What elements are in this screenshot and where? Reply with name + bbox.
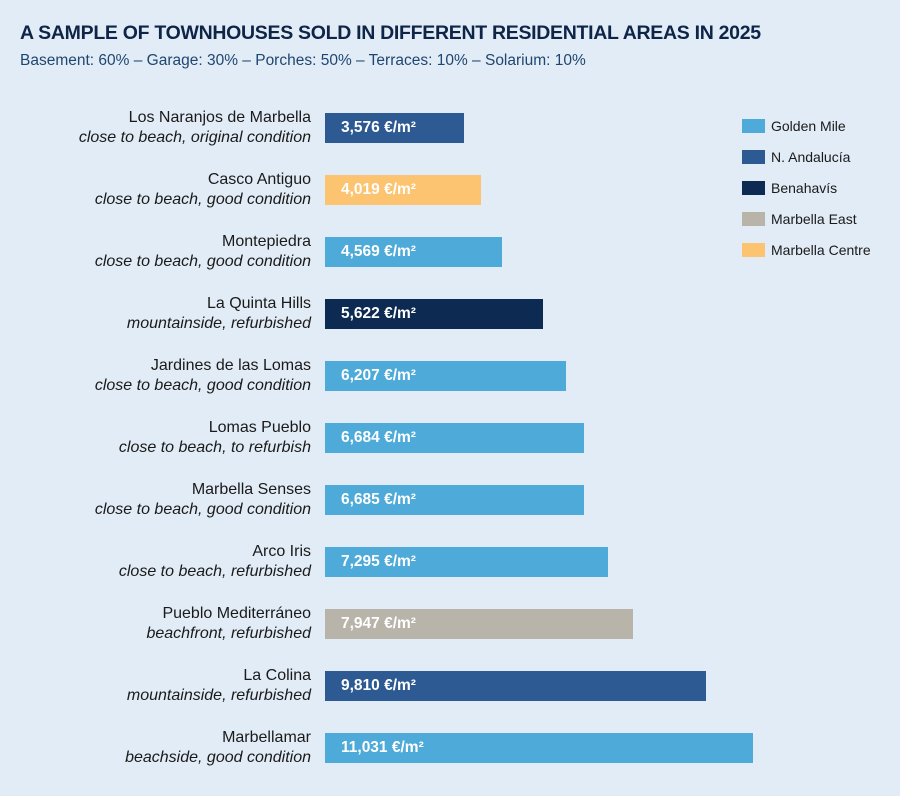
bar-category-label: La Quinta Hills mountainside, refurbishe… (127, 294, 311, 334)
legend-swatch (742, 118, 765, 133)
bar-category-label: Montepiedra close to beach, good conditi… (95, 232, 311, 272)
area-name: Arco Iris (252, 543, 311, 560)
area-name: Jardines de las Lomas (150, 357, 311, 374)
legend: Golden Mile N. Andalucía Benahavís Marbella… (742, 110, 871, 265)
legend-label: Marbella Centre (771, 241, 871, 258)
area-description: mountainside, refurbished (126, 687, 311, 704)
bar: 11,031 €/m² (325, 733, 753, 763)
area-description: mountainside, refurbished (126, 315, 311, 332)
area-name: Marbella Senses (191, 481, 311, 498)
bar-value-label: 7,295 €/m² (341, 553, 416, 570)
area-description: close to beach, good condition (94, 253, 311, 270)
bar-category-label: Casco Antiguo close to beach, good condi… (95, 170, 311, 210)
area-description: close to beach, original condition (78, 129, 311, 146)
bar-row: Pueblo Mediterráneo beachfront, refurbis… (0, 604, 900, 644)
bar: 9,810 €/m² (325, 671, 706, 701)
bar: 7,295 €/m² (325, 547, 608, 577)
bar: 6,685 €/m² (325, 485, 584, 515)
bar-value-label: 9,810 €/m² (341, 677, 416, 694)
area-description: beachside, good condition (125, 749, 311, 766)
area-description: close to beach, to refurbish (118, 439, 311, 456)
bar-row: Marbellamar beachside, good condition 11… (0, 728, 900, 768)
bar-row: Arco Iris close to beach, refurbished 7,… (0, 542, 900, 582)
bar-row: La Colina mountainside, refurbished 9,81… (0, 666, 900, 706)
bar-category-label: La Colina mountainside, refurbished (127, 666, 311, 706)
area-name: Marbellamar (222, 729, 311, 746)
bar-value-label: 4,569 €/m² (341, 243, 416, 260)
bar-value-label: 6,684 €/m² (341, 429, 416, 446)
bar-row: Lomas Pueblo close to beach, to refurbis… (0, 418, 900, 458)
bar-row: La Quinta Hills mountainside, refurbishe… (0, 294, 900, 334)
area-description: close to beach, good condition (94, 501, 311, 518)
bar-value-label: 4,019 €/m² (341, 181, 416, 198)
area-name: La Quinta Hills (206, 295, 311, 312)
bar-category-label: Lomas Pueblo close to beach, to refurbis… (119, 418, 311, 458)
bar-category-label: Jardines de las Lomas close to beach, go… (95, 356, 311, 396)
legend-item: Golden Mile (742, 110, 871, 141)
bar: 3,576 €/m² (325, 113, 464, 143)
legend-swatch (742, 211, 765, 226)
bar-value-label: 6,207 €/m² (341, 367, 416, 384)
area-description: close to beach, refurbished (118, 563, 311, 580)
area-description: close to beach, good condition (94, 377, 311, 394)
area-description: beachfront, refurbished (146, 625, 311, 642)
legend-item: Benahavís (742, 172, 871, 203)
bar-category-label: Los Naranjos de Marbella close to beach,… (79, 108, 311, 148)
chart-title: A SAMPLE OF TOWNHOUSES SOLD IN DIFFERENT… (20, 22, 761, 44)
area-name: La Colina (243, 667, 311, 684)
bar: 4,019 €/m² (325, 175, 481, 205)
legend-label: Marbella East (771, 210, 857, 227)
bar-row: Casco Antiguo close to beach, good condi… (0, 170, 900, 210)
area-description: close to beach, good condition (94, 191, 311, 208)
legend-item: Marbella Centre (742, 234, 871, 265)
bar-category-label: Marbellamar beachside, good condition (125, 728, 311, 768)
bar-category-label: Pueblo Mediterráneo beachfront, refurbis… (146, 604, 311, 644)
legend-swatch (742, 180, 765, 195)
legend-label: N. Andalucía (771, 148, 851, 165)
legend-label: Benahavís (771, 179, 838, 196)
bar-value-label: 7,947 €/m² (341, 615, 416, 632)
bar-row: Marbella Senses close to beach, good con… (0, 480, 900, 520)
area-name: Casco Antiguo (207, 171, 311, 188)
area-name: Los Naranjos de Marbella (128, 109, 311, 126)
bar: 6,684 €/m² (325, 423, 584, 453)
legend-swatch (742, 242, 765, 257)
legend-item: Marbella East (742, 203, 871, 234)
bar-row: Jardines de las Lomas close to beach, go… (0, 356, 900, 396)
bar-value-label: 11,031 €/m² (341, 739, 424, 756)
bar-category-label: Marbella Senses close to beach, good con… (95, 480, 311, 520)
bar-value-label: 3,576 €/m² (341, 119, 416, 136)
area-name: Lomas Pueblo (208, 419, 311, 436)
bar: 7,947 €/m² (325, 609, 633, 639)
bar-value-label: 5,622 €/m² (341, 305, 416, 322)
chart-subtitle: Basement: 60% – Garage: 30% – Porches: 5… (20, 52, 586, 69)
area-name: Pueblo Mediterráneo (162, 605, 311, 622)
bar-row: Montepiedra close to beach, good conditi… (0, 232, 900, 272)
bar: 4,569 €/m² (325, 237, 502, 267)
bar: 5,622 €/m² (325, 299, 543, 329)
bar-category-label: Arco Iris close to beach, refurbished (119, 542, 311, 582)
area-name: Montepiedra (222, 233, 311, 250)
bar-row: Los Naranjos de Marbella close to beach,… (0, 108, 900, 148)
legend-label: Golden Mile (771, 117, 846, 134)
bar-value-label: 6,685 €/m² (341, 491, 416, 508)
legend-item: N. Andalucía (742, 141, 871, 172)
legend-swatch (742, 149, 765, 164)
bar: 6,207 €/m² (325, 361, 566, 391)
